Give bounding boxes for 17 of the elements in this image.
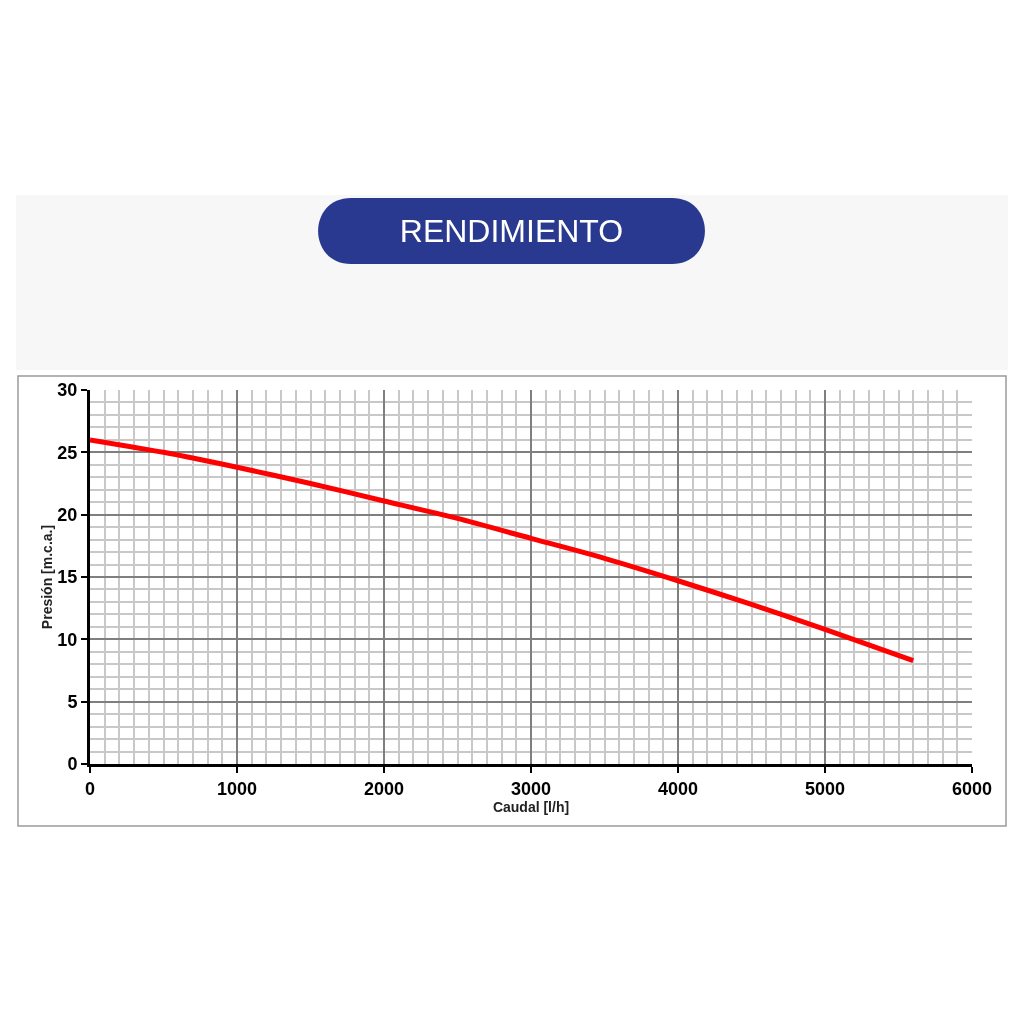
- y-tick-label: 15: [57, 567, 78, 588]
- y-tick-label: 0: [67, 754, 78, 775]
- y-tick-label: 5: [67, 691, 78, 712]
- x-tick-label: 4000: [657, 778, 699, 799]
- chart-title: RENDIMIENTO: [399, 213, 624, 250]
- x-tick-label: 5000: [804, 778, 846, 799]
- y-axis-title: Presión [m.c.a.]: [38, 524, 55, 630]
- y-tick-label: 30: [57, 380, 78, 401]
- y-tick-label: 10: [57, 629, 78, 650]
- y-tick-label: 25: [57, 442, 78, 463]
- x-tick-label: 6000: [951, 778, 993, 799]
- y-tick-label: 20: [57, 504, 78, 525]
- x-tick-label: 0: [84, 778, 96, 799]
- x-tick-label: 1000: [216, 778, 258, 799]
- x-tick-label: 2000: [363, 778, 405, 799]
- x-tick-label: 3000: [510, 778, 552, 799]
- x-axis-title: Caudal [l/h]: [492, 798, 570, 815]
